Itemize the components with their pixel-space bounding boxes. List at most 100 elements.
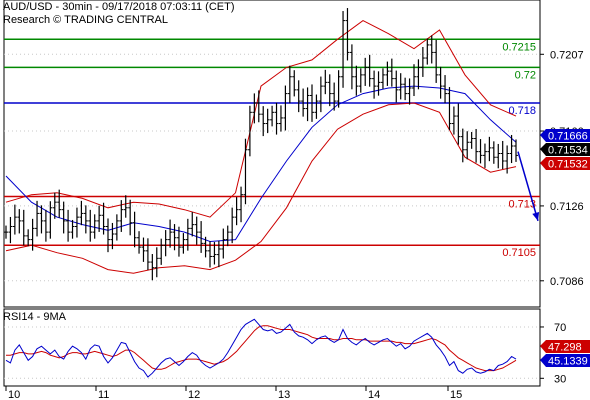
price-badge-label: 0.71666 (548, 131, 588, 143)
price-bar (70, 219, 75, 239)
price-tick-label: 0.7086 (550, 276, 584, 288)
price-panel-frame (3, 0, 541, 308)
price-bar (225, 225, 230, 247)
price-bar (336, 70, 341, 108)
level-label: 0.7215 (502, 41, 536, 53)
price-badge-bg (540, 157, 590, 170)
chart-title: AUD/USD - 30min - 09/17/2018 07:03:11 (C… (3, 1, 235, 13)
price-bar (243, 138, 248, 205)
price-badge-bg (540, 129, 590, 142)
price-bar (456, 103, 461, 145)
x-tick-label: 15 (450, 389, 462, 400)
price-bar (372, 70, 377, 99)
price-bar (398, 73, 403, 100)
rsi-line (5, 318, 517, 378)
price-bar (434, 39, 439, 83)
price-bar (429, 35, 434, 64)
price-bar (367, 54, 372, 87)
price-bar (154, 247, 159, 278)
price-bar (500, 140, 505, 170)
price-bar (234, 197, 239, 226)
price-bar (394, 70, 399, 103)
price-bar (491, 141, 496, 164)
bollinger-upper-line (5, 20, 517, 218)
price-bar (239, 186, 244, 223)
price-bar (66, 209, 71, 242)
price-bar (274, 102, 279, 135)
price-bar (181, 233, 186, 254)
price-bar (221, 228, 226, 259)
price-panel: 0.72070.71660.71260.70860.72150.720.7180… (3, 0, 590, 308)
price-badge-label: 0.71534 (548, 145, 588, 157)
price-bar (30, 218, 35, 251)
level-label: 0.72 (515, 69, 536, 81)
price-bar (283, 85, 288, 131)
price-bar (12, 204, 17, 235)
price-bar (61, 201, 66, 234)
price-badge: 0.71532 (540, 157, 590, 171)
price-bar (296, 80, 301, 113)
price-bar (190, 212, 195, 237)
price-bar (305, 87, 310, 122)
price-bar (514, 139, 518, 162)
rsi-tick-label: 30 (554, 373, 566, 385)
rsi-panel: RSI14 - 9MA 70 30 47.298 45.1339 (3, 308, 590, 387)
price-bar (460, 128, 465, 163)
price-bar (74, 207, 79, 238)
price-bar (101, 202, 106, 235)
rsi-panel-frame (3, 308, 541, 387)
price-bar (256, 90, 261, 123)
price-bar (403, 77, 408, 101)
price-badge: 0.71534 (540, 143, 590, 157)
price-bar (447, 87, 452, 131)
forecast-arrow-head (532, 212, 540, 221)
price-bar (265, 108, 270, 134)
price-badge-label: 0.71532 (548, 159, 588, 171)
price-bar (376, 71, 381, 96)
price-bar (363, 57, 368, 86)
price-bar (97, 205, 102, 232)
price-bar (52, 192, 57, 219)
price-bar (380, 68, 385, 89)
price-badge: 0.71666 (540, 129, 590, 143)
price-bar (92, 214, 97, 239)
price-bar (314, 94, 319, 119)
price-bar (199, 221, 204, 253)
price-bar (349, 44, 354, 90)
price-bar (194, 216, 199, 245)
price-bar (83, 205, 88, 234)
price-bar (301, 88, 306, 117)
price-bar (261, 106, 266, 137)
price-bar (327, 74, 332, 107)
price-bar (478, 139, 483, 164)
price-bar (412, 64, 416, 97)
price-bar (292, 70, 297, 97)
price-bar (407, 78, 412, 105)
level-label: 0.7105 (502, 247, 536, 259)
price-bar (358, 68, 363, 93)
price-bar (8, 216, 13, 244)
price-bar (487, 136, 492, 162)
price-bar (106, 218, 110, 253)
bollinger-lower-line (5, 102, 517, 274)
price-bar (43, 209, 48, 242)
price-bar (159, 238, 164, 265)
price-bar (323, 69, 328, 95)
price-bar (168, 219, 173, 248)
price-bar (185, 218, 190, 251)
x-axis: 10 11 12 13 14 15 (5, 386, 462, 400)
level-label: 0.718 (508, 105, 536, 117)
level-label: 0.713 (508, 199, 536, 211)
price-tick-label: 0.7207 (550, 49, 584, 61)
price-bar (341, 11, 346, 88)
price-bar (145, 238, 150, 271)
rsi-title: RSI14 - 9MA (3, 311, 67, 323)
price-tick-label: 0.7126 (550, 201, 584, 213)
price-bar (110, 222, 115, 250)
rsi-badge-bg (540, 340, 590, 353)
x-tick-label: 11 (98, 389, 109, 400)
price-bar (310, 84, 314, 122)
price-bar (132, 211, 137, 248)
price-bar (123, 195, 128, 218)
